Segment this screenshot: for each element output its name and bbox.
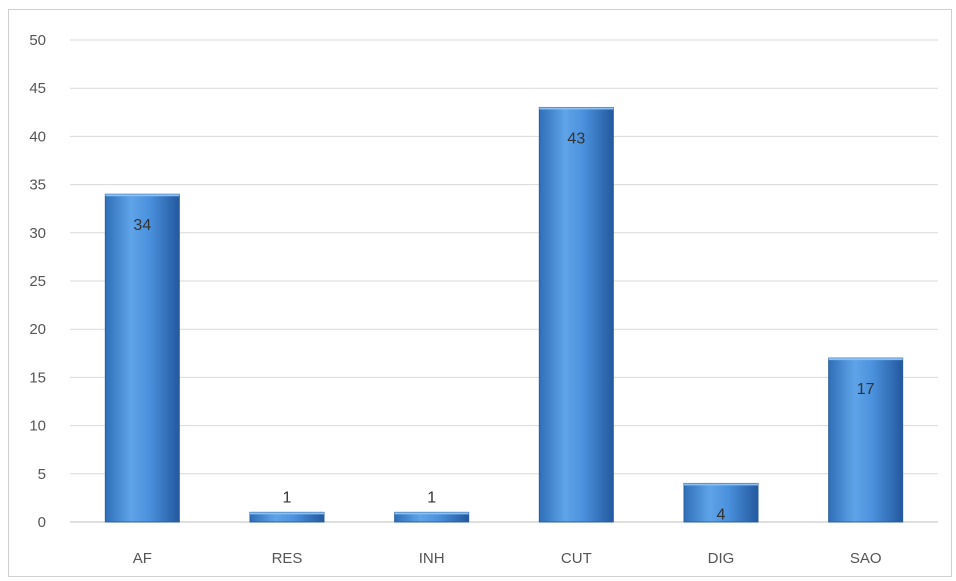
x-tick-label-af: AF — [133, 550, 152, 567]
bar-dig — [683, 482, 759, 523]
bar-sao — [828, 357, 904, 523]
x-tick-label-dig: DIG — [708, 550, 735, 567]
bar-top-highlight-dig — [684, 483, 758, 486]
data-label-af: 34 — [133, 217, 151, 234]
y-tick-label: 10 — [29, 418, 46, 435]
y-tick-label: 15 — [29, 369, 46, 386]
data-label-sao: 17 — [857, 381, 875, 398]
y-tick-label: 20 — [29, 321, 46, 338]
x-tick-label-res: RES — [272, 550, 303, 567]
y-axis-ticks: 0 5 10 15 20 25 30 35 40 45 50 — [29, 32, 46, 531]
x-axis-ticks: AF RES INH CUT DIG SAO — [133, 550, 882, 567]
bar-top-highlight-inh — [394, 512, 469, 515]
y-tick-label: 35 — [29, 177, 46, 194]
bar-top-highlight-cut — [539, 107, 614, 110]
y-tick-label: 5 — [38, 466, 46, 483]
data-label-cut: 43 — [567, 130, 585, 147]
x-tick-label-sao: SAO — [850, 550, 882, 567]
bar-af — [104, 193, 180, 523]
bar-top-highlight-af — [105, 194, 180, 197]
bar-top-highlight-res — [250, 512, 324, 515]
y-tick-label: 25 — [29, 273, 46, 290]
x-tick-label-inh: INH — [419, 550, 445, 567]
bars: 34 1 1 43 4 17 — [104, 106, 904, 523]
data-label-res: 1 — [283, 489, 292, 506]
y-tick-label: 30 — [29, 225, 46, 242]
y-tick-label: 0 — [38, 514, 46, 531]
y-tick-label: 40 — [29, 128, 46, 145]
data-label-dig: 4 — [717, 506, 726, 523]
bar-top-highlight-sao — [828, 358, 903, 361]
y-tick-label: 45 — [29, 80, 46, 97]
y-tick-label: 50 — [29, 32, 46, 49]
data-label-inh: 1 — [427, 489, 436, 506]
gridlines — [70, 39, 938, 523]
bar-cut — [538, 106, 614, 523]
x-tick-label-cut: CUT — [561, 550, 592, 567]
